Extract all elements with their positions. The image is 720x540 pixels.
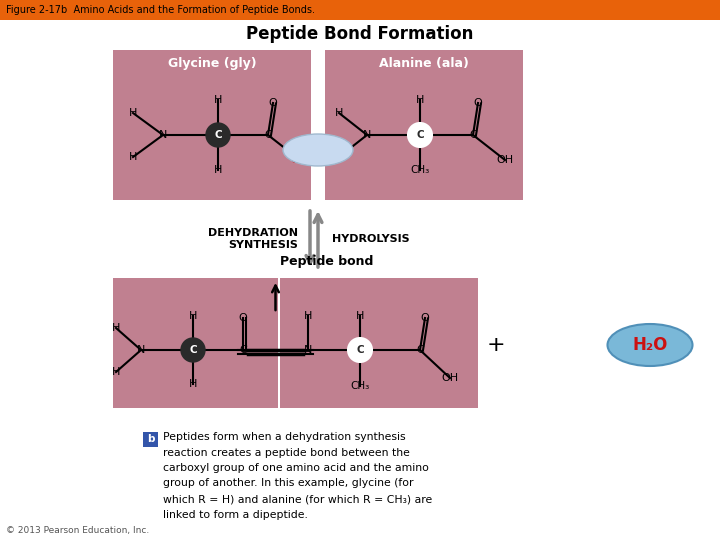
Text: N: N <box>363 130 372 140</box>
Text: C: C <box>469 130 477 140</box>
Text: +: + <box>487 335 505 355</box>
Text: Figure 2-17b  Amino Acids and the Formation of Peptide Bonds.: Figure 2-17b Amino Acids and the Formati… <box>6 5 315 15</box>
Text: H: H <box>335 152 343 162</box>
Bar <box>280 278 478 408</box>
Text: OH: OH <box>291 155 310 165</box>
Text: © 2013 Pearson Education, Inc.: © 2013 Pearson Education, Inc. <box>6 525 149 535</box>
Text: H: H <box>189 311 197 321</box>
Text: OH: OH <box>295 145 317 158</box>
Text: OH: OH <box>496 155 513 165</box>
Text: linked to form a dipeptide.: linked to form a dipeptide. <box>163 510 308 519</box>
Text: H: H <box>129 108 138 118</box>
Text: N: N <box>304 345 312 355</box>
Text: H: H <box>304 311 312 321</box>
Circle shape <box>348 338 372 362</box>
Text: C: C <box>264 130 272 140</box>
Text: OH: OH <box>441 373 459 383</box>
Text: C: C <box>239 345 247 355</box>
Text: H₂O: H₂O <box>632 336 667 354</box>
Text: Glycine (gly): Glycine (gly) <box>168 57 256 70</box>
Text: O: O <box>269 98 277 108</box>
Text: CH₃: CH₃ <box>410 165 430 175</box>
Text: O: O <box>238 313 248 323</box>
Text: C: C <box>214 130 222 140</box>
Text: H: H <box>112 323 120 333</box>
Bar <box>113 50 311 200</box>
Text: H: H <box>112 367 120 377</box>
Text: H: H <box>214 165 222 175</box>
Ellipse shape <box>608 324 693 366</box>
Text: DEHYDRATION
SYNTHESIS: DEHYDRATION SYNTHESIS <box>208 228 298 250</box>
Text: N: N <box>159 130 167 140</box>
Text: Peptide Bond Formation: Peptide Bond Formation <box>246 25 474 43</box>
Circle shape <box>206 123 230 147</box>
Text: H: H <box>214 95 222 105</box>
Text: O: O <box>474 98 482 108</box>
Text: H: H <box>416 95 424 105</box>
Text: H: H <box>189 379 197 389</box>
Bar <box>0 0 720 20</box>
Circle shape <box>181 338 205 362</box>
Text: C: C <box>356 345 364 355</box>
Text: H: H <box>356 311 364 321</box>
Text: carboxyl group of one amino acid and the amino: carboxyl group of one amino acid and the… <box>163 463 429 473</box>
Text: which R = H) and alanine (for which R = CH₃) are: which R = H) and alanine (for which R = … <box>163 494 432 504</box>
Text: H: H <box>129 152 138 162</box>
Text: Peptide bond: Peptide bond <box>281 255 374 268</box>
Text: C: C <box>416 130 424 140</box>
Text: C: C <box>189 345 197 355</box>
Bar <box>113 278 278 408</box>
Text: Alanine (ala): Alanine (ala) <box>379 57 469 70</box>
Text: N: N <box>137 345 145 355</box>
Text: HYDROLYSIS: HYDROLYSIS <box>332 234 410 244</box>
Ellipse shape <box>283 134 353 166</box>
Text: C: C <box>416 345 424 355</box>
Bar <box>325 50 523 200</box>
Text: group of another. In this example, glycine (for: group of another. In this example, glyci… <box>163 478 413 489</box>
Bar <box>143 432 158 447</box>
Text: O: O <box>420 313 429 323</box>
Text: b: b <box>147 435 154 444</box>
Text: Peptides form when a dehydration synthesis: Peptides form when a dehydration synthes… <box>163 432 405 442</box>
Text: H: H <box>333 145 343 158</box>
Text: H: H <box>335 108 343 118</box>
Text: reaction creates a peptide bond between the: reaction creates a peptide bond between … <box>163 448 410 457</box>
Text: CH₃: CH₃ <box>351 381 369 391</box>
Circle shape <box>408 123 432 147</box>
